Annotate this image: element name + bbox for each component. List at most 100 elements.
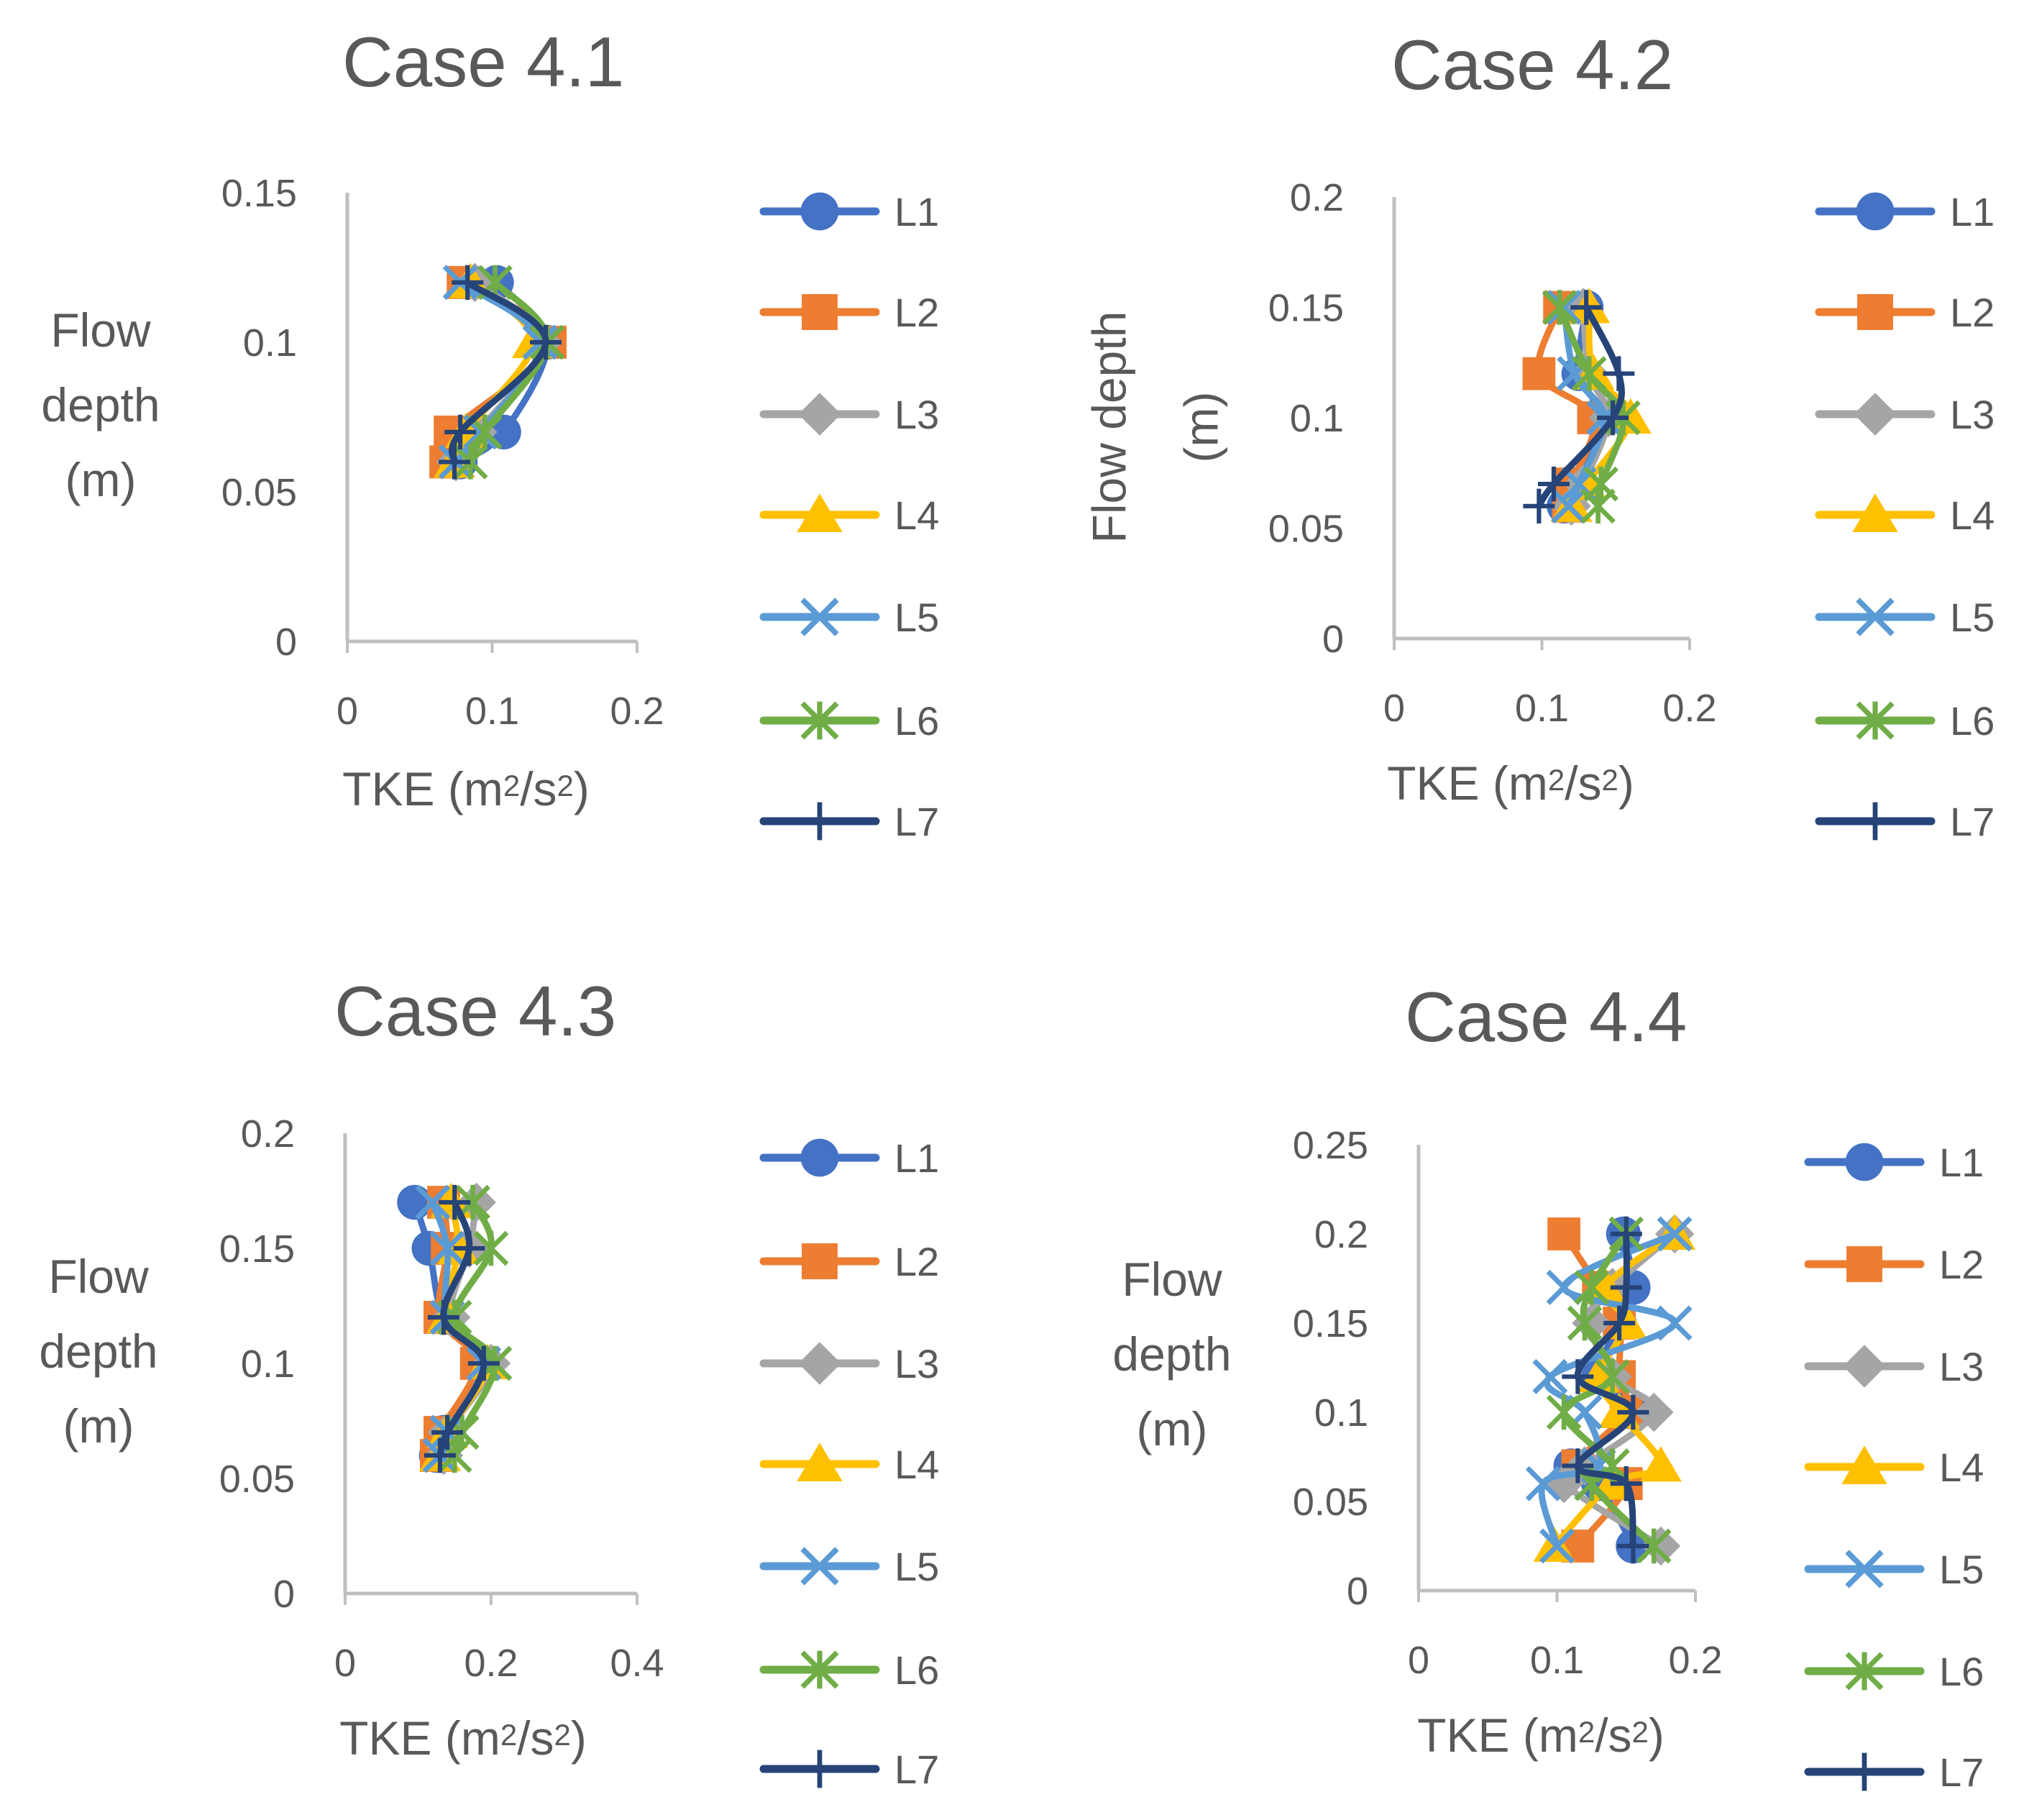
data-point-l7 [1597,400,1629,436]
data-point-l4 [1639,1446,1682,1482]
data-point-l2 [1547,1217,1581,1250]
x-tick-label: 0 [334,1642,356,1685]
y-axis-label-line: depth [41,378,160,431]
y-tick-label: 0.05 [221,471,297,514]
series-l7 [1523,290,1635,523]
y-axis-label-line: depth [1112,1327,1231,1381]
legend: L1 L2 L3 L4 L5 L6 L7 [759,189,939,844]
legend-entry-l1: L1 [759,1135,939,1181]
legend-label: L4 [1950,493,1995,538]
legend-label: L6 [894,698,939,744]
data-point-l7 [1562,1448,1594,1483]
legend-label: L2 [894,1239,939,1284]
legend-entry-l4: L4 [1815,493,1995,538]
legend-entry-l3: L3 [1804,1344,1984,1389]
data-point-l7 [444,414,477,449]
y-axis-label-line: (m) [1137,1402,1208,1455]
legend-entry-l3: L3 [759,392,939,437]
legend-marker-l6 [800,1650,839,1689]
y-tick-label: 0.15 [1268,287,1344,330]
legend-marker-l7 [1858,802,1892,841]
data-point-l7 [1617,1528,1649,1564]
chart-title: Case 4.4 [1405,977,1687,1056]
data-point-l4 [1584,1268,1626,1304]
x-tick-label: 0 [336,690,358,733]
legend-entry-l2: L2 [759,1239,939,1284]
data-point-l7 [1562,1359,1594,1394]
data-point-l5 [1539,1528,1575,1564]
y-tick-label: 0.05 [1293,1481,1368,1524]
x-tick-label: 0.4 [610,1642,664,1685]
data-point-l7 [530,324,562,360]
data-point-l7 [439,1184,471,1220]
y-tick-label: 0.2 [1290,176,1344,219]
y-axis-label-line: Flow [1122,1253,1222,1306]
legend-label: L5 [1939,1547,1984,1592]
data-point-l6 [1574,1270,1609,1305]
chart-case-4-1: Case 4.1 0 0.05 0.1 0.15 0 0.1 0.2 TKE (m2/s2) Fl… [41,22,939,844]
data-point-l7 [1610,1270,1642,1305]
data-point-l6 [1567,1305,1603,1341]
series-line-l6 [467,279,551,465]
data-point-l6 [1636,1528,1672,1564]
legend-marker-l5 [1845,1550,1884,1588]
legend-label: L4 [1939,1445,1984,1490]
data-point-l5 [1657,1305,1693,1341]
legend-label: L1 [1950,189,1995,234]
legend-label: L6 [1950,698,1995,744]
legend-label: L2 [1950,290,1995,335]
data-point-l7 [453,1230,485,1266]
legend-label: L3 [894,392,939,437]
legend-label: L1 [894,1135,939,1181]
legend-label: L7 [894,1747,939,1792]
legend-label: L7 [1950,799,1995,844]
legend-marker-l4 [797,1442,843,1481]
y-tick-label: 0 [1322,618,1344,661]
data-point-l7 [1603,1305,1636,1341]
legend-entry-l6: L6 [759,1647,939,1693]
legend-marker-l7 [1847,1752,1882,1791]
legend-entry-l6: L6 [759,698,939,744]
x-tick-label: 0.1 [1530,1639,1584,1682]
y-tick-label: 0 [1347,1570,1368,1613]
legend-entry-l5: L5 [759,595,939,640]
x-axis-label: TKE (m2/s2) [1387,756,1634,810]
legend-marker-l7 [802,802,837,841]
y-axis-label-line: (m) [63,1399,134,1453]
chart-case-4-2: Case 4.2 0 0.05 0.1 0.15 0.2 0 0.1 0.2 TKE (m2/s2… [1082,25,1995,844]
data-point-l5 [1546,290,1582,325]
legend-marker-l1 [800,1138,839,1177]
y-tick-label: 0.15 [1293,1302,1368,1345]
data-point-l7 [428,1299,460,1335]
data-point-l6 [1595,1359,1630,1394]
legend-marker-l2 [802,1243,838,1279]
y-tick-label: 0 [273,1573,295,1616]
legend-marker-l3 [798,393,841,436]
data-point-l7 [1603,356,1635,391]
legend-entry-l6: L6 [1815,698,1995,744]
y-tick-label: 0.1 [241,1343,295,1386]
legend-entry-l7: L7 [1815,799,1995,844]
y-tick-label: 0.15 [221,172,297,215]
data-point-l3 [1544,1463,1584,1504]
x-axis-label: TKE (m2/s2) [339,1711,587,1765]
legend-entry-l7: L7 [759,1747,939,1792]
x-axis-label: TKE (m2/s2) [342,762,590,815]
series-l7 [1562,1216,1649,1564]
data-point-l6 [452,444,488,480]
legend-marker-l4 [1841,1445,1887,1484]
legend-marker-l6 [1845,1652,1884,1691]
legend-entry-l5: L5 [1804,1547,1984,1592]
data-point-l1 [397,1184,432,1220]
legend-marker-l6 [800,701,839,740]
chart-title: Case 4.2 [1391,25,1673,104]
legend-marker-l5 [800,1547,839,1586]
data-point-l6 [1542,290,1577,325]
legend: L1 L2 L3 L4 L5 L6 L7 [1815,189,1995,844]
legend-marker-l1 [1845,1143,1884,1181]
series-l6 [452,265,565,480]
legend-label: L3 [1939,1344,1984,1389]
legend-entry-l4: L4 [759,1442,939,1487]
